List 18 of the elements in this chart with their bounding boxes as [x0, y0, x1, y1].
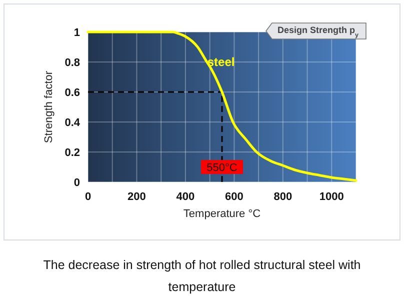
y-tick-label: 0.6 — [64, 87, 80, 99]
y-axis-title: Strength factor — [43, 70, 55, 144]
x-tick-label: 400 — [176, 191, 195, 203]
y-tick-label: 0.2 — [64, 147, 80, 159]
x-axis-title: Temperature °C — [183, 208, 261, 220]
text: The decrease in strength of hot rolled structural steel with temperature — [42, 257, 362, 296]
x-tick-label: 0 — [84, 191, 92, 203]
ref-line-label: 550°C — [206, 162, 238, 174]
y-tick-label: 0 — [74, 177, 80, 189]
y-tick-label: 1 — [74, 27, 80, 39]
series-label: steel — [207, 55, 235, 69]
x-tick-label: 800 — [274, 191, 292, 203]
x-tick-label: 200 — [128, 191, 146, 203]
x-tick-label: 1000 — [319, 191, 344, 203]
x-tick-label: 600 — [225, 191, 244, 203]
annotation: Design Strength p$_{y}$ — [277, 25, 359, 38]
y-tick-label: 0.8 — [64, 57, 80, 69]
y-tick-label: 0.4 — [64, 117, 81, 129]
